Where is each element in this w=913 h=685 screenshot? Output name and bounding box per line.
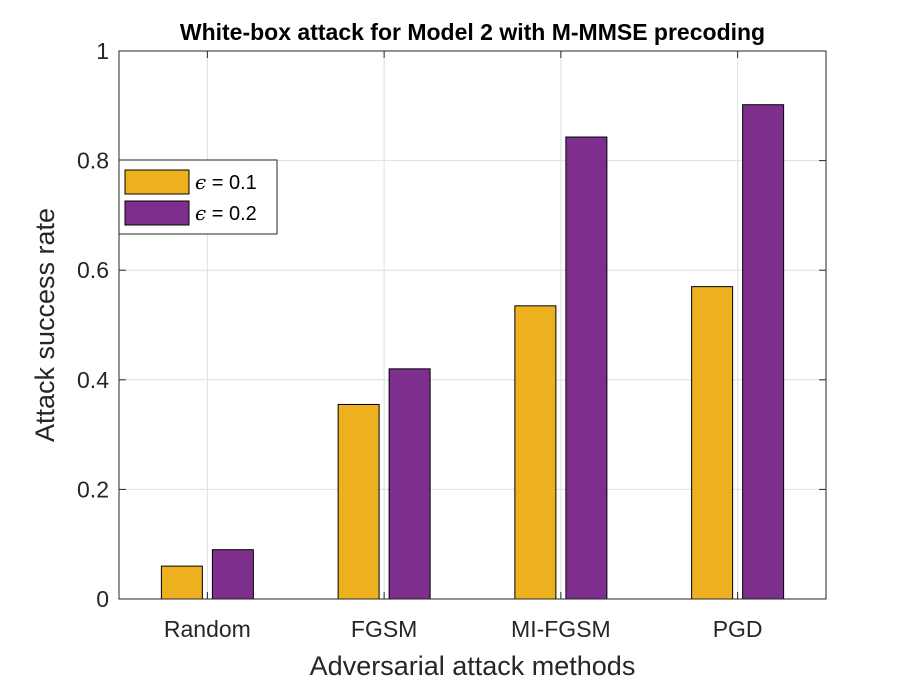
x-axis-label: Adversarial attack methods [310, 651, 636, 681]
legend-swatch-1 [124, 169, 190, 195]
plot-frame [118, 50, 827, 600]
axes [118, 50, 827, 600]
x-tick-label: MI-FGSM [511, 616, 611, 642]
epsilon-symbol: ϵ [195, 170, 206, 194]
bar-mi-fgsm-series-1 [514, 305, 557, 600]
legend-swatch-2 [124, 200, 190, 226]
bar-fgsm-series-2 [388, 368, 431, 600]
bar-mi-fgsm-series-2 [565, 136, 608, 600]
y-tick-label: 0.6 [77, 257, 109, 283]
chart-title: White-box attack for Model 2 with M-MMSE… [180, 19, 765, 45]
y-tick-label: 0 [96, 586, 109, 612]
y-tick-label: 0.8 [77, 148, 109, 174]
bar-pgd-series-2 [742, 104, 785, 600]
bar-fgsm-series-1 [337, 403, 380, 600]
bar-pgd-series-1 [691, 286, 734, 600]
bar-random-series-1 [160, 565, 203, 600]
y-tick-label: 1 [96, 38, 109, 64]
x-tick-label: FGSM [351, 616, 417, 642]
y-axis-label: Attack success rate [30, 208, 60, 442]
epsilon-symbol: ϵ [195, 201, 206, 225]
y-tick-label: 0.2 [77, 476, 109, 502]
bar-random-series-2 [211, 549, 254, 600]
legend-value: = 0.1 [206, 172, 257, 194]
legend: ϵ = 0.1ϵ = 0.2 [118, 159, 278, 235]
tick-labels: 0 0.2 0.4 0.6 0.8 1 Random FGSM MI-FGSM PGD [77, 38, 763, 642]
x-tick-label: PGD [713, 616, 763, 642]
legend-label-1: ϵ = 0.1 [195, 170, 257, 194]
legend-value: = 0.2 [206, 203, 257, 225]
y-tick-label: 0.4 [77, 367, 109, 393]
legend-label-2: ϵ = 0.2 [195, 201, 257, 225]
x-tick-label: Random [164, 616, 251, 642]
